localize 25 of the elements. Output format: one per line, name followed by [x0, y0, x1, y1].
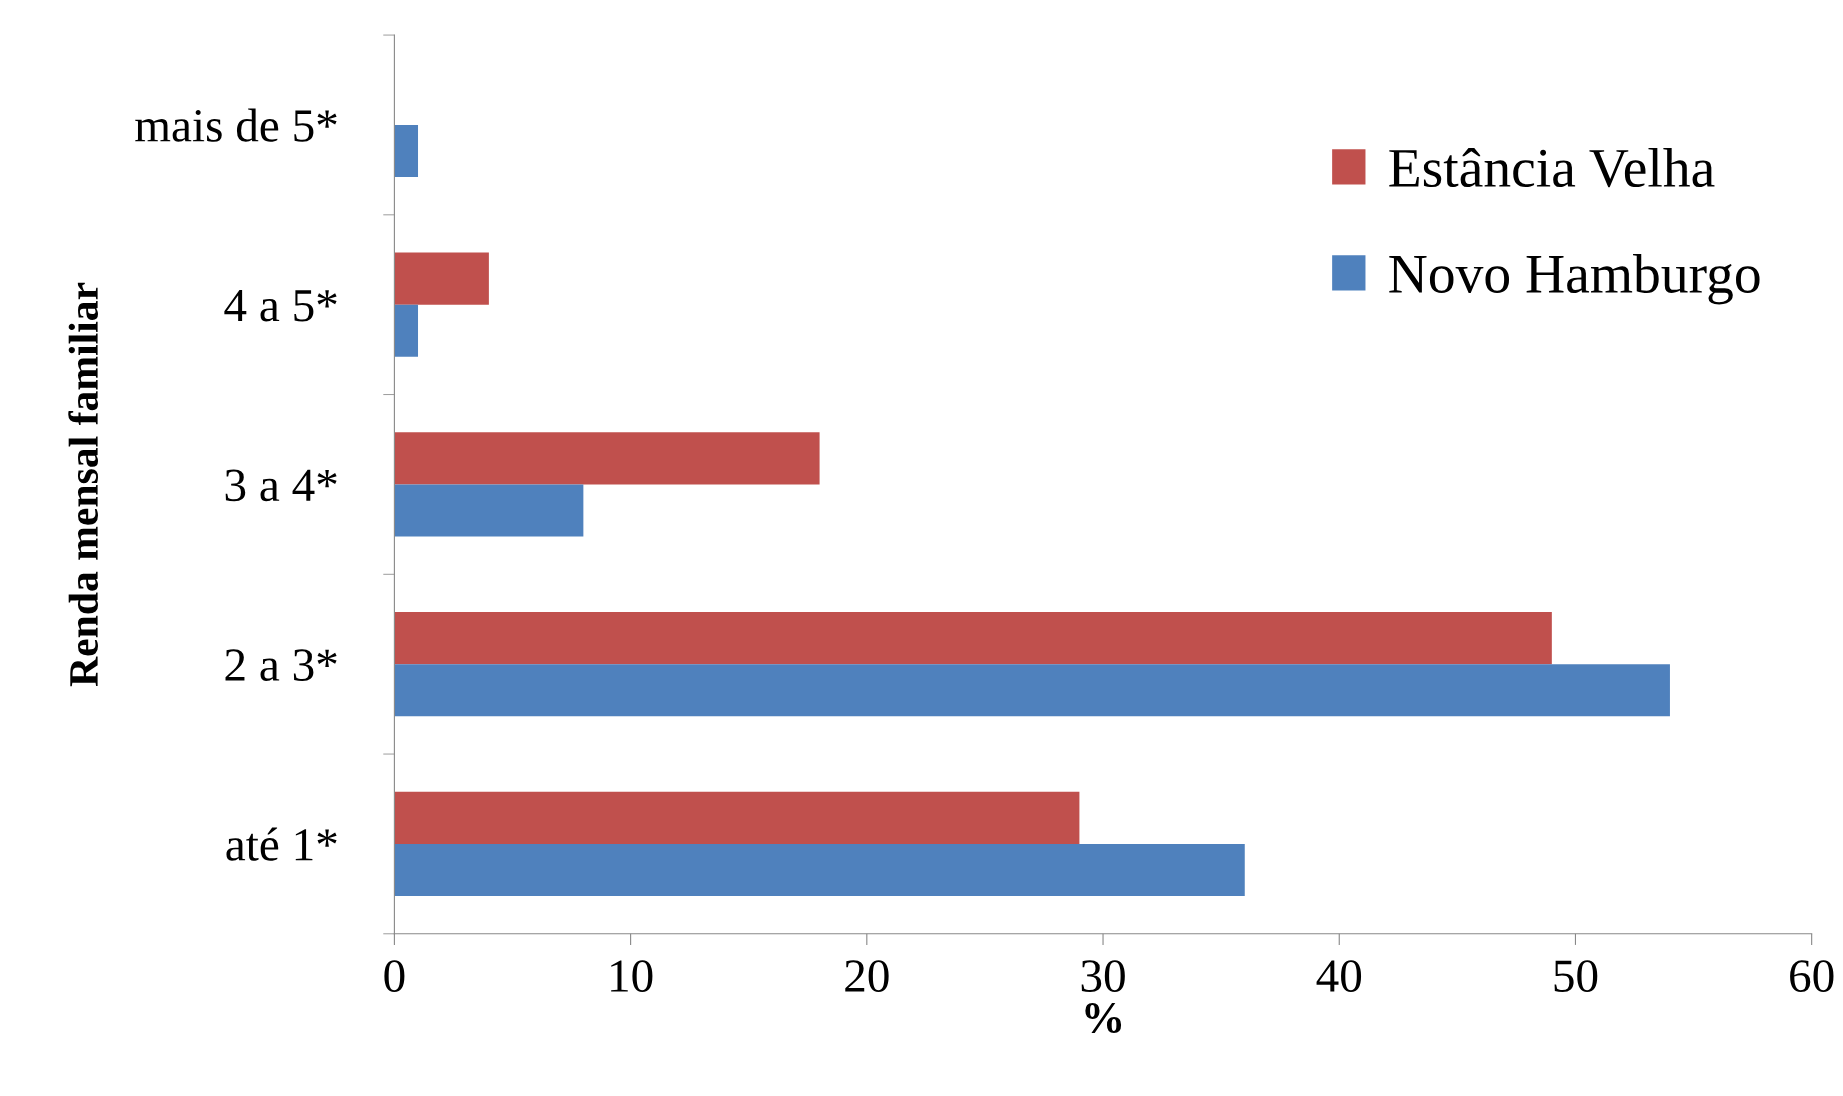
y-tick-label: 3 a 4*	[225, 469, 337, 502]
x-axis-title: %	[1085, 1002, 1122, 1034]
x-tick-label: 50	[1554, 960, 1598, 993]
x-tick-label: 60	[1790, 960, 1834, 993]
bar	[394, 664, 1670, 717]
bar	[394, 484, 584, 537]
bar	[394, 791, 1080, 844]
x-tick-label: 30	[1081, 960, 1125, 993]
x-tick-label: 0	[384, 960, 405, 993]
bar	[394, 252, 489, 305]
x-tick-label: 40	[1316, 960, 1362, 993]
y-tick-label: até 1*	[226, 827, 337, 861]
legend-label: Novo Hamburgo	[1389, 253, 1760, 305]
bar	[394, 432, 820, 485]
legend-label: Estância Velha	[1389, 147, 1715, 188]
bar	[394, 843, 1245, 897]
bar	[394, 124, 419, 178]
x-tick-label: 20	[845, 960, 889, 993]
bar	[394, 612, 1552, 665]
x-tick-label: 10	[611, 960, 653, 993]
y-tick-label: mais de 5*	[135, 108, 337, 142]
bar	[394, 304, 419, 357]
y-tick-label: 2 a 3*	[225, 649, 337, 682]
y-axis-title: Renda mensal familiar	[68, 282, 99, 687]
y-tick-label: 4 a 5*	[224, 289, 337, 322]
